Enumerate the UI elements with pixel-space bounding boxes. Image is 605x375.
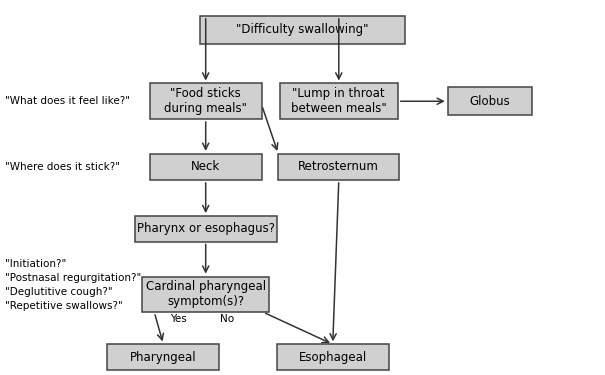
FancyBboxPatch shape xyxy=(134,216,277,242)
FancyBboxPatch shape xyxy=(448,87,532,116)
Text: No: No xyxy=(220,315,234,324)
Text: "Initiation?"
"Postnasal regurgitation?"
"Deglutitive cough?"
"Repetitive swallo: "Initiation?" "Postnasal regurgitation?"… xyxy=(5,259,141,311)
FancyBboxPatch shape xyxy=(150,154,262,180)
Text: Yes: Yes xyxy=(170,315,187,324)
FancyBboxPatch shape xyxy=(150,84,262,119)
FancyBboxPatch shape xyxy=(278,154,399,180)
FancyBboxPatch shape xyxy=(277,344,389,370)
Text: "Food sticks
during meals": "Food sticks during meals" xyxy=(164,87,247,115)
Text: "Difficulty swallowing": "Difficulty swallowing" xyxy=(236,24,369,36)
Text: Retrosternum: Retrosternum xyxy=(298,160,379,173)
Text: Cardinal pharyngeal
symptom(s)?: Cardinal pharyngeal symptom(s)? xyxy=(146,280,266,308)
Text: Pharynx or esophagus?: Pharynx or esophagus? xyxy=(137,222,275,235)
FancyBboxPatch shape xyxy=(108,344,220,370)
Text: "Where does it stick?": "Where does it stick?" xyxy=(5,162,120,172)
FancyBboxPatch shape xyxy=(280,84,398,119)
Text: Neck: Neck xyxy=(191,160,220,173)
Text: "Lump in throat
between meals": "Lump in throat between meals" xyxy=(291,87,387,115)
Text: Globus: Globus xyxy=(469,95,511,108)
Text: "What does it feel like?": "What does it feel like?" xyxy=(5,96,130,106)
FancyBboxPatch shape xyxy=(142,277,269,312)
FancyBboxPatch shape xyxy=(200,16,405,44)
Text: Pharyngeal: Pharyngeal xyxy=(130,351,197,363)
Text: Esophageal: Esophageal xyxy=(299,351,367,363)
